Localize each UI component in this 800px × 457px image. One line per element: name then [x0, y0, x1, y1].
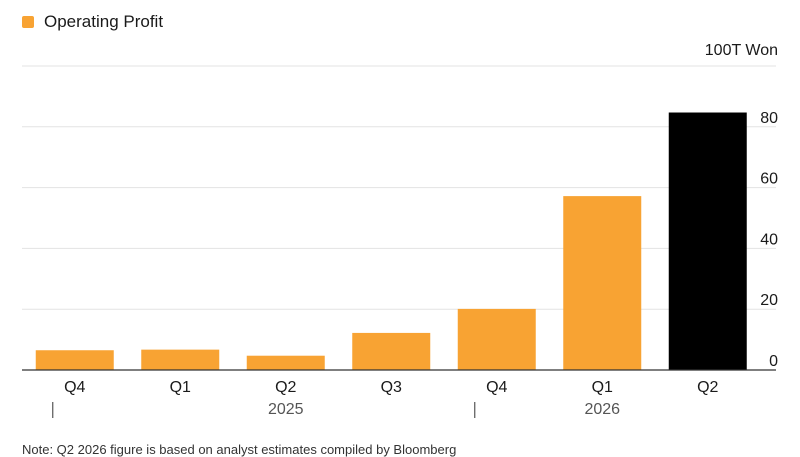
unit-label: 100T Won	[704, 42, 778, 59]
x-tick-label: Q2	[275, 379, 296, 396]
bar	[352, 332, 431, 370]
y-tick-label: 40	[760, 231, 778, 248]
year-label: 2026	[584, 401, 620, 418]
bar	[563, 196, 642, 370]
legend-swatch	[22, 16, 34, 28]
y-tick-label: 60	[760, 171, 778, 188]
y-tick-label: 20	[760, 292, 778, 309]
y-tick-label: 0	[769, 353, 778, 370]
bar	[35, 350, 114, 370]
x-tick-label: Q4	[486, 379, 507, 396]
bar	[457, 308, 536, 370]
bar	[141, 349, 220, 370]
x-tick-label: Q2	[697, 379, 718, 396]
bar	[668, 112, 747, 371]
x-tick-label: Q4	[64, 379, 85, 396]
y-tick-label: 80	[760, 110, 778, 127]
legend: Operating Profit	[22, 12, 163, 32]
x-tick-label: Q3	[381, 379, 402, 396]
x-tick-label: Q1	[592, 379, 613, 396]
legend-label: Operating Profit	[44, 12, 164, 31]
bar	[246, 355, 325, 370]
year-label: 2025	[268, 401, 304, 418]
x-tick-label: Q1	[170, 379, 191, 396]
